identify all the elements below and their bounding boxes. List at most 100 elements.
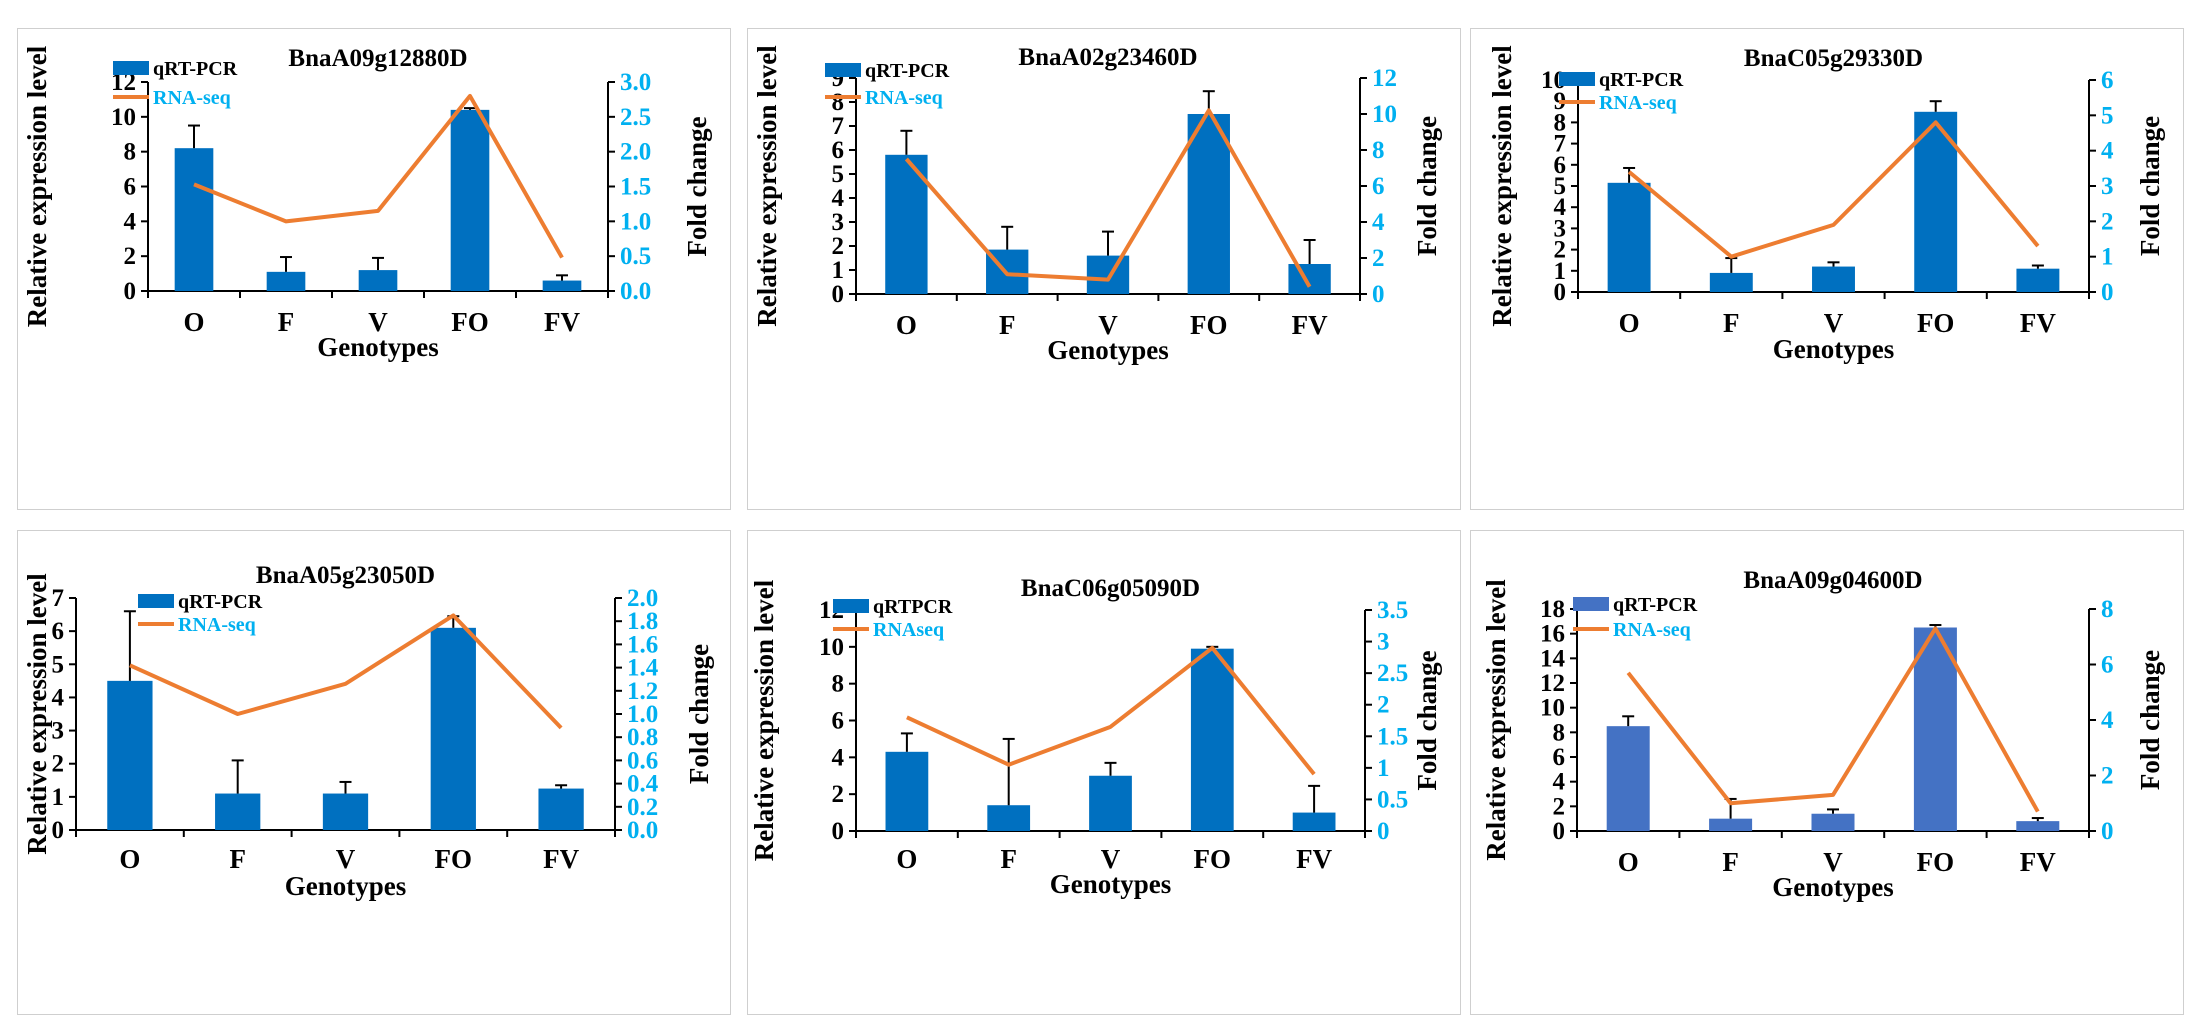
y2-tick-label: 1.5 — [1377, 723, 1408, 750]
chart-panel-4: BnaA05g23050D 0 1 2 3 4 5 6 7 0.0 0.2 0.4 0.6 0.8 1.0 1… — [17, 530, 731, 1015]
y2-tick-label: 3.0 — [620, 69, 651, 96]
chart-title: BnaA02g23460D — [1018, 44, 1197, 71]
bar-fo — [1187, 114, 1230, 294]
x-tick-label: O — [896, 310, 917, 340]
bar-f — [1709, 818, 1753, 831]
y2-tick-label: 2.5 — [620, 104, 651, 131]
y2-tick-label: 1 — [2101, 244, 2114, 271]
y2-tick-label: 3.5 — [1377, 597, 1408, 624]
x-tick-label: FV — [1292, 310, 1328, 340]
x-tick-label: FO — [1190, 310, 1228, 340]
x-tick-label: FV — [1296, 844, 1332, 874]
rna-seq-line — [129, 613, 563, 730]
y-axis-label: Relative expression level — [22, 573, 52, 855]
legend-label-line: RNA-seq — [1613, 619, 1691, 641]
bar-v — [1086, 255, 1130, 294]
y-tick-label: 7 — [52, 585, 65, 612]
y-tick-label: 1 — [52, 784, 65, 811]
chart-svg-3: BnaC05g29330D0123456789100123456OFVFOFVG… — [1487, 45, 2165, 364]
y2-tick-label: 1.4 — [627, 655, 659, 682]
legend-label-bar: qRT-PCR — [178, 591, 263, 613]
bar-fo — [430, 627, 476, 830]
y2-tick-label: 2.5 — [1377, 660, 1408, 687]
y-tick-label: 0 — [1554, 279, 1567, 306]
bar-fv — [538, 788, 584, 830]
y-tick-label: 7 — [1554, 131, 1567, 158]
y2-tick-label: 0 — [1377, 818, 1390, 845]
y-tick-label: 2 — [1553, 793, 1566, 820]
legend-swatch-bar — [113, 61, 149, 75]
x-tick-label: FV — [2020, 847, 2056, 877]
legend-swatch-bar — [138, 594, 174, 608]
chart-title: BnaC05g29330D — [1744, 45, 1923, 72]
y2-tick-label: 4 — [2101, 138, 2114, 165]
y-tick-label: 2 — [52, 751, 65, 778]
legend-label-bar: qRTPCR — [873, 596, 953, 618]
legend-label-bar: qRT-PCR — [865, 60, 950, 82]
y-tick-label: 5 — [832, 161, 845, 188]
y2-tick-label: 5 — [2101, 102, 2114, 129]
legend-swatch-bar — [1573, 597, 1609, 611]
bar-f — [987, 805, 1031, 831]
y2-tick-label: 2 — [1377, 692, 1390, 719]
y2-tick-label: 6 — [2101, 652, 2114, 679]
y2-tick-label: 1.0 — [627, 701, 658, 728]
y-tick-label: 0 — [832, 818, 845, 845]
y2-axis-label: Fold change — [1412, 116, 1442, 256]
legend-swatch-bar — [1559, 72, 1595, 86]
y2-tick-label: 2 — [1372, 245, 1385, 272]
y2-tick-label: 0.4 — [627, 771, 659, 798]
x-axis-label: Genotypes — [1047, 335, 1169, 365]
chart-panel-1: BnaA09g12880D 0 2 4 6 8 10 12 0.0 0.5 1.0 1.5 2.0 2.5… — [17, 28, 731, 510]
y2-tick-label: 2.0 — [627, 585, 658, 612]
x-tick-label: F — [278, 307, 295, 337]
y-tick-label: 1 — [1554, 258, 1567, 285]
x-tick-label: V — [1823, 847, 1843, 877]
y-tick-label: 7 — [832, 113, 845, 140]
y-tick-label: 2 — [124, 243, 137, 270]
y2-tick-label: 8 — [1372, 137, 1385, 164]
y-tick-label: 3 — [832, 209, 845, 236]
y-axis-label: Relative expression level — [1487, 45, 1517, 327]
y2-tick-label: 0 — [2101, 818, 2114, 845]
y-tick-label: 0 — [52, 817, 65, 844]
bar-fv — [1288, 264, 1331, 294]
bar-f — [266, 271, 306, 291]
legend-label-bar: qRT-PCR — [1613, 594, 1698, 616]
y-tick-label: 10 — [819, 634, 844, 661]
y2-axis-label: Fold change — [2135, 650, 2165, 790]
chart-panel-5: BnaC06g05090D 0 2 4 6 8 10 12 0 0.5 1 1.5 2 2.5 3 3.5 O F… — [747, 530, 1461, 1015]
chart-title: BnaA05g23050D — [256, 562, 435, 589]
bar-fo — [450, 109, 490, 291]
y-axis-label: Relative expression level — [22, 45, 52, 327]
y-tick-label: 18 — [1540, 596, 1565, 623]
y-tick-label: 5 — [1554, 173, 1567, 200]
bar-f — [1709, 272, 1753, 292]
legend-swatch-bar — [833, 599, 869, 613]
y2-tick-label: 6 — [2101, 67, 2114, 94]
legend-swatch-bar — [825, 63, 861, 77]
chart-panel-2: BnaA02g23460D 0 1 2 3 4 5 6 7 8 9 0 2 4 6 8 10 12 O F V FO FV G… — [747, 28, 1461, 510]
y-tick-label: 0 — [1553, 818, 1566, 845]
bar-fv — [542, 280, 582, 291]
x-tick-label: FO — [1917, 308, 1955, 338]
y-tick-label: 6 — [832, 137, 845, 164]
y2-tick-label: 0.0 — [627, 817, 658, 844]
x-axis-label: Genotypes — [1772, 872, 1894, 902]
x-tick-label: V — [336, 844, 356, 874]
y2-axis-label: Fold change — [1412, 650, 1442, 790]
y-tick-label: 6 — [1554, 152, 1567, 179]
y-tick-label: 5 — [52, 651, 65, 678]
y-tick-label: 4 — [832, 185, 845, 212]
y-tick-label: 0 — [832, 281, 845, 308]
y2-tick-label: 4 — [2101, 707, 2114, 734]
legend-label-line: RNA-seq — [865, 87, 943, 109]
bar-v — [1812, 266, 1855, 292]
y-axis-label: Relative expression level — [752, 45, 782, 327]
bar-v — [322, 793, 369, 830]
x-tick-label: FO — [435, 844, 473, 874]
x-tick-label: F — [1000, 844, 1017, 874]
y2-tick-label: 0 — [1372, 281, 1385, 308]
x-tick-label: F — [229, 844, 246, 874]
